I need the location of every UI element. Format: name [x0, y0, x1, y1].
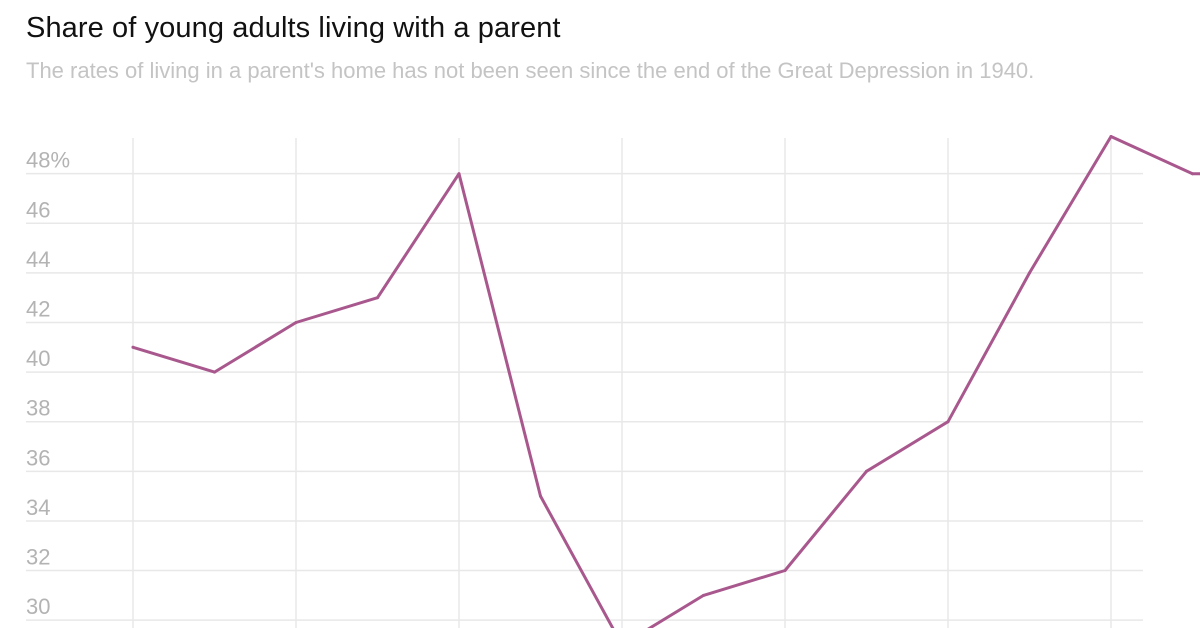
y-tick-label: 36: [26, 445, 50, 470]
chart-subtitle: The rates of living in a parent's home h…: [26, 58, 1035, 83]
series-line: [131, 135, 1200, 628]
chart-title: Share of young adults living with a pare…: [26, 12, 561, 44]
vertical-gridlines: [132, 138, 1112, 628]
data-point: [294, 321, 298, 324]
data-point: [1028, 271, 1031, 275]
data-point: [1109, 135, 1113, 138]
horizontal-gridlines: [26, 172, 1143, 621]
data-point: [865, 469, 868, 473]
data-point: [1191, 172, 1194, 176]
y-tick-label: 30: [26, 594, 50, 619]
data-points: [131, 135, 1200, 597]
y-tick-label: 48%: [26, 148, 70, 173]
data-point: [946, 420, 950, 424]
data-point: [213, 370, 216, 374]
y-tick-label: 40: [26, 346, 50, 371]
y-tick-label: 38: [26, 396, 50, 421]
data-point: [539, 494, 542, 498]
y-tick-label: 46: [26, 197, 50, 222]
data-point: [702, 593, 705, 597]
y-tick-label: 42: [26, 297, 50, 322]
data-point: [783, 569, 787, 572]
y-tick-label: 44: [26, 247, 50, 272]
y-axis-tick-labels: 48% 46 44 42 40 38 36 34 32 30: [26, 148, 70, 619]
data-point: [131, 345, 135, 349]
y-tick-label: 32: [26, 545, 50, 570]
y-tick-label: 34: [26, 495, 50, 520]
data-point: [457, 172, 461, 176]
data-point: [376, 296, 379, 300]
